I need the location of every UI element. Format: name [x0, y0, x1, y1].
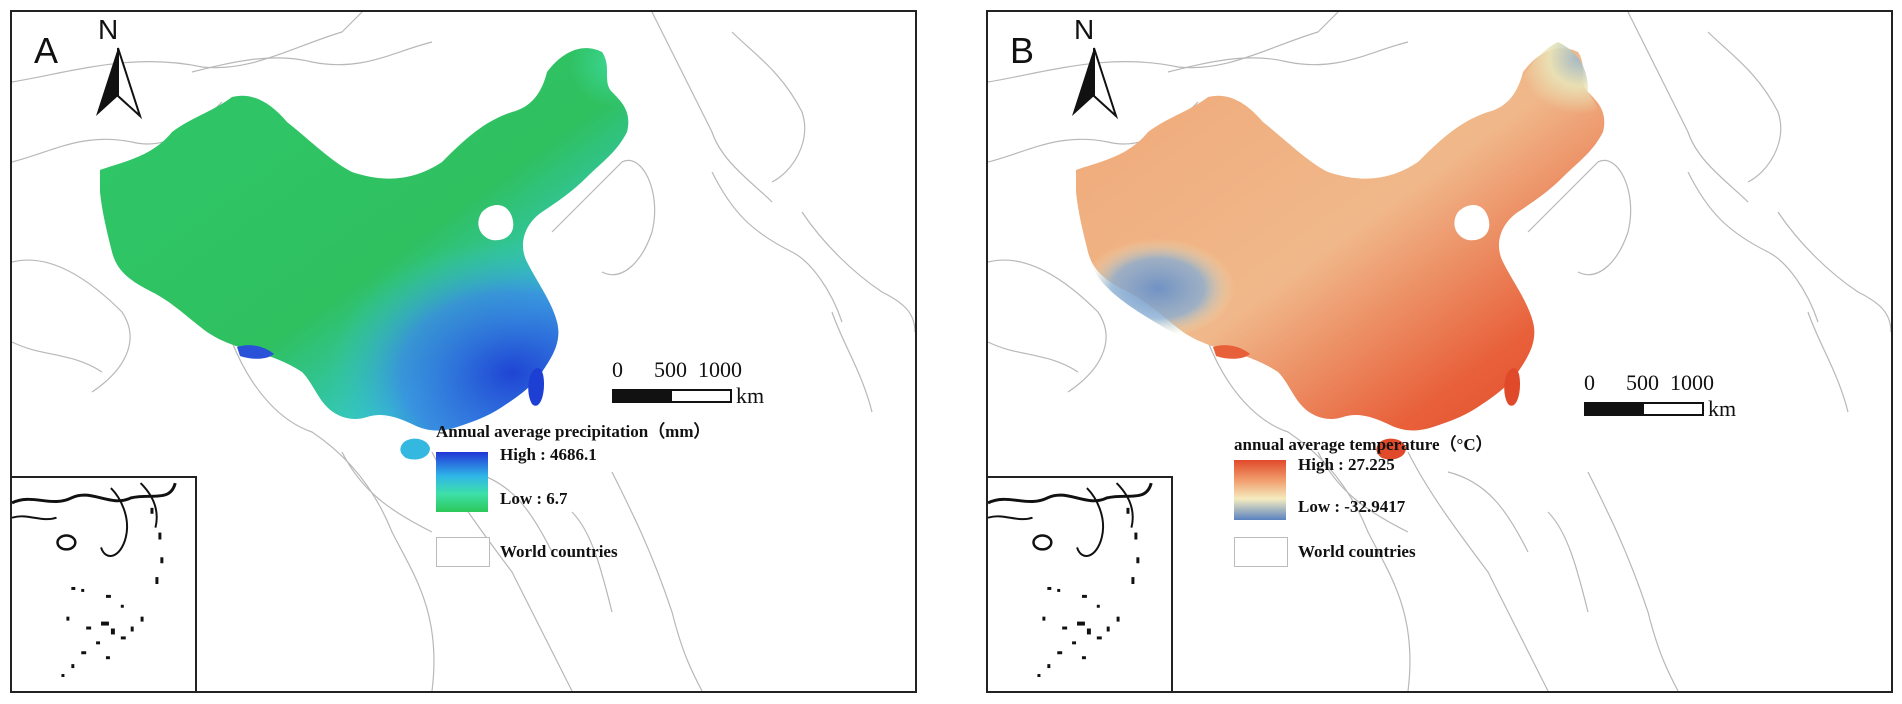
scale-bar: 0 500 1000 km	[1584, 370, 1737, 430]
legend-high: High : 27.225	[1298, 455, 1395, 474]
scale-unit: km	[736, 383, 765, 408]
scale-tick-500: 500	[654, 357, 687, 382]
legend-color-ramp	[436, 452, 488, 512]
inset-map	[12, 482, 177, 677]
world-countries-label: World countries	[500, 542, 618, 561]
north-arrow-icon	[96, 47, 143, 120]
legend-title: annual average temperature（°C）	[1234, 435, 1493, 454]
world-countries-swatch	[1234, 537, 1288, 567]
scale-tick-500: 500	[1626, 370, 1659, 395]
scale-tick-1000: 1000	[698, 357, 742, 382]
north-label: N	[98, 14, 119, 45]
legend-low: Low : 6.7	[500, 489, 568, 508]
precipitation-map	[12, 12, 915, 691]
north-arrow-icon	[1072, 47, 1119, 120]
legend-high: High : 4686.1	[500, 445, 597, 464]
hainan-region	[400, 438, 430, 460]
temperature-map	[988, 12, 1891, 691]
legend-title: Annual average precipitation（mm）	[436, 422, 711, 441]
scale-bar-graphic	[1584, 402, 1704, 416]
south-china-sea-inset	[988, 476, 1173, 691]
scale-tick-0: 0	[1584, 370, 1595, 395]
south-china-sea-inset	[12, 476, 197, 691]
map-panel-precipitation: A N 0 500 1000 km Annual average precipi…	[10, 10, 917, 693]
inset-map	[988, 482, 1153, 677]
world-country-outlines	[988, 12, 1891, 691]
scale-unit: km	[1708, 396, 1737, 421]
world-countries-label: World countries	[1298, 542, 1416, 561]
taiwan-region	[1504, 368, 1520, 406]
world-countries-swatch	[436, 537, 490, 567]
legend-low: Low : -32.9417	[1298, 497, 1406, 516]
scale-tick-0: 0	[612, 357, 623, 382]
legend-color-ramp	[1234, 460, 1286, 520]
taiwan-region	[528, 368, 544, 406]
scale-bar-graphic	[612, 389, 732, 403]
panel-label: B	[1010, 30, 1035, 71]
world-country-outlines	[12, 12, 915, 691]
north-label: N	[1074, 14, 1095, 45]
scale-tick-1000: 1000	[1670, 370, 1714, 395]
scale-bar: 0 500 1000 km	[612, 357, 765, 417]
map-panel-temperature: B N 0 500 1000 km annual average tempera…	[986, 10, 1893, 693]
panel-label: A	[34, 30, 59, 71]
hainan-region	[1376, 438, 1406, 460]
